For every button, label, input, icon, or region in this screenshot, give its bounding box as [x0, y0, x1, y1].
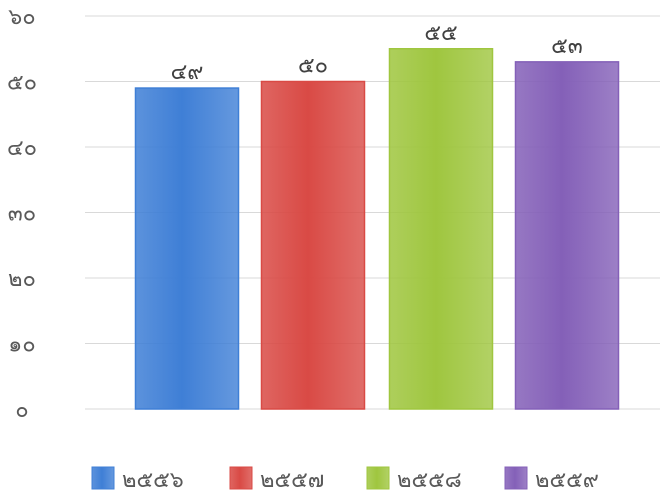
y-tick-label: ๓๐ [8, 202, 36, 227]
legend-swatch [229, 466, 253, 490]
legend-label: ๒๕๕๘ [397, 468, 462, 493]
legend-label: ๒๕๕๖ [122, 468, 184, 493]
bars [134, 48, 620, 410]
legend: ๒๕๕๖ ๒๕๕๗ ๒๕๕๘ ๒๕๕๙ [91, 466, 599, 493]
data-label: ๔๙ [171, 60, 204, 85]
legend-label: ๒๕๕๙ [535, 468, 599, 493]
y-tick-label: ๕๐ [7, 71, 37, 96]
legend-label: ๒๕๕๗ [260, 468, 324, 493]
y-tick-label: ๑๐ [8, 333, 35, 358]
y-axis-ticks: ๐ ๑๐ ๒๐ ๓๐ ๔๐ ๕๐ ๖๐ [7, 5, 37, 423]
y-tick-label: ๖๐ [8, 5, 35, 30]
data-label: ๕๓ [551, 34, 583, 59]
y-tick-label: ๔๐ [7, 136, 37, 161]
y-tick-label: ๒๐ [8, 267, 36, 292]
bar [260, 80, 366, 410]
bar [134, 87, 240, 410]
legend-swatch [366, 466, 390, 490]
legend-swatch [91, 466, 115, 490]
legend-swatch [504, 466, 528, 490]
y-tick-label: ๐ [15, 398, 28, 423]
bar [514, 61, 620, 410]
data-label: ๕๕ [424, 21, 457, 46]
data-label: ๕๐ [298, 54, 328, 79]
bar [388, 48, 494, 410]
